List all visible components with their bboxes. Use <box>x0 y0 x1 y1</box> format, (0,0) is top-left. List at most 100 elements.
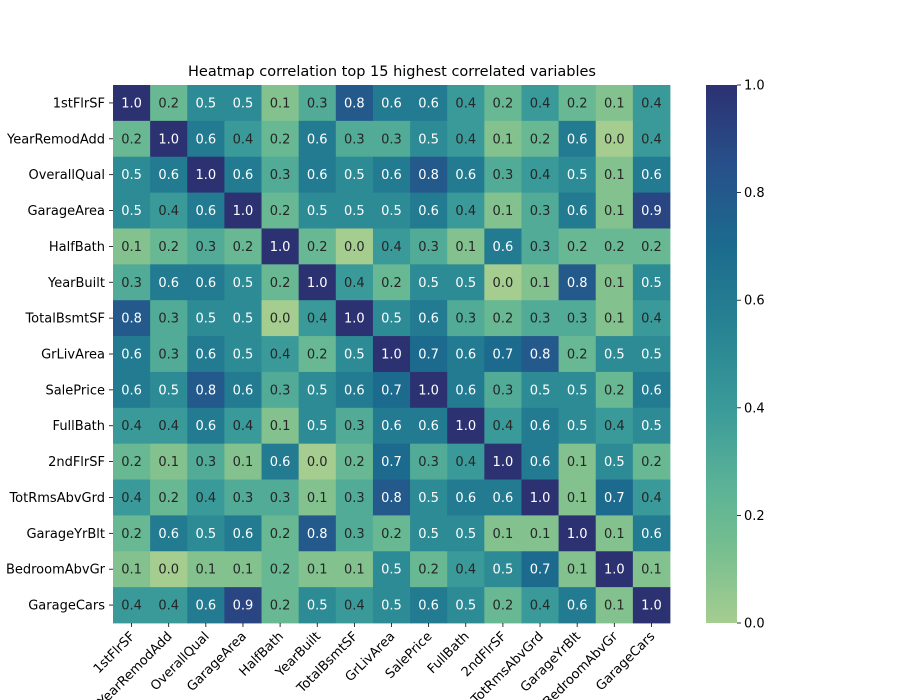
heatmap-cell <box>447 120 485 158</box>
heatmap-cell <box>484 336 522 373</box>
cell-annotation: 0.1 <box>455 240 476 255</box>
cell-annotation: 0.2 <box>121 132 142 147</box>
cell-annotation: 0.1 <box>493 204 514 219</box>
cell-annotation: 0.5 <box>307 419 328 434</box>
cell-annotation: 0.2 <box>641 455 662 470</box>
heatmap-cell <box>150 407 188 445</box>
cell-annotation: 0.6 <box>195 419 216 434</box>
cell-annotation: 0.1 <box>195 563 216 578</box>
heatmap-cell <box>521 85 559 122</box>
cell-annotation: 0.4 <box>455 204 476 219</box>
heatmap-cell <box>484 264 522 301</box>
heatmap-cell <box>187 228 225 265</box>
cell-annotation: 0.2 <box>307 348 328 363</box>
cell-annotation: 0.6 <box>121 348 142 363</box>
heatmap-cell <box>372 551 411 588</box>
heatmap-cell <box>187 264 225 301</box>
cell-annotation: 0.2 <box>270 527 291 542</box>
y-tick-label: GrLivArea <box>41 348 105 363</box>
heatmap-cell <box>298 156 337 193</box>
heatmap-cell <box>224 120 262 158</box>
heatmap-cell <box>261 156 300 193</box>
cell-annotation: 0.6 <box>195 599 216 614</box>
heatmap-cell <box>113 156 151 193</box>
heatmap-cell <box>632 407 671 445</box>
cell-annotation: 0.2 <box>418 563 439 578</box>
heatmap-cell <box>224 228 262 265</box>
heatmap-cell <box>224 479 262 516</box>
heatmap-cell <box>558 407 597 445</box>
cell-annotation: 0.8 <box>381 491 402 506</box>
cell-annotation: 0.5 <box>418 276 439 291</box>
cell-annotation: 0.6 <box>567 132 588 147</box>
y-tick-label: SalePrice <box>45 383 105 398</box>
heatmap-cell <box>372 156 411 193</box>
heatmap-cell <box>298 479 337 516</box>
cell-annotation: 0.7 <box>604 491 625 506</box>
heatmap-cell <box>224 156 262 193</box>
heatmap-cell <box>595 407 634 445</box>
heatmap-cell <box>521 515 559 552</box>
cell-annotation: 0.2 <box>344 455 365 470</box>
cell-annotation: 0.8 <box>344 96 365 111</box>
heatmap-cell <box>447 443 485 480</box>
heatmap-cell <box>224 85 262 122</box>
y-tick-label: GarageCars <box>28 599 105 614</box>
cell-annotation: 0.9 <box>641 204 662 219</box>
cell-annotation: 0.6 <box>455 491 476 506</box>
cell-annotation: 0.3 <box>530 240 551 255</box>
cell-annotation: 0.3 <box>344 419 365 434</box>
cell-annotation: 0.8 <box>530 348 551 363</box>
cell-annotation: 0.4 <box>455 563 476 578</box>
heatmap-cell <box>558 85 597 122</box>
heatmap-cell <box>372 515 411 552</box>
cell-annotation: 0.4 <box>641 132 662 147</box>
cell-annotation: 0.2 <box>158 96 179 111</box>
heatmap-cell <box>113 371 151 409</box>
cell-annotation: 0.3 <box>344 527 365 542</box>
cell-annotations: 1.0 0.2 0.5 0.5 0.1 0.3 0.8 0.6 0.6 0.4 0.2 0.4 0.2 0… <box>121 96 662 613</box>
cell-annotation: 0.1 <box>604 96 625 111</box>
cell-annotation: 0.1 <box>121 563 142 578</box>
cell-annotation: 0.3 <box>158 348 179 363</box>
cell-annotation: 0.8 <box>567 276 588 291</box>
cell-annotation: 0.6 <box>418 312 439 327</box>
cell-annotation: 0.5 <box>641 276 662 291</box>
cell-annotation: 0.1 <box>270 96 291 111</box>
cell-annotation: 1.0 <box>121 96 142 111</box>
cell-annotation: 0.3 <box>530 312 551 327</box>
cell-annotation: 0.5 <box>195 312 216 327</box>
cell-annotation: 0.4 <box>641 491 662 506</box>
heatmap-cell <box>410 371 448 409</box>
cell-annotation: 0.3 <box>195 455 216 470</box>
heatmap-cell <box>298 551 337 588</box>
heatmap-cell <box>447 192 485 229</box>
heatmap-cell <box>187 551 225 588</box>
heatmap-cell <box>372 85 411 122</box>
cell-annotation: 0.4 <box>195 491 216 506</box>
cell-annotation: 0.5 <box>530 383 551 398</box>
heatmap-cell <box>410 264 448 301</box>
cell-annotation: 0.2 <box>270 204 291 219</box>
heatmap-cell <box>410 228 448 265</box>
y-tick-label: GarageYrBlt <box>26 527 105 542</box>
heatmap-cell <box>558 264 597 301</box>
cell-annotation: 0.3 <box>567 312 588 327</box>
heatmap-cell <box>632 156 671 193</box>
cell-annotation: 0.6 <box>455 348 476 363</box>
heatmap-cell <box>447 336 485 373</box>
heatmap-cell <box>261 371 300 409</box>
cell-annotation: 0.1 <box>493 527 514 542</box>
cell-annotation: 0.2 <box>233 240 254 255</box>
y-tick-label: FullBath <box>53 419 105 434</box>
cell-annotation: 0.5 <box>344 168 365 183</box>
cell-annotation: 0.4 <box>233 132 254 147</box>
y-tick-label: YearRemodAdd <box>6 132 105 147</box>
y-tick-label: GarageArea <box>27 204 105 219</box>
heatmap-cell <box>298 407 337 445</box>
cell-annotation: 0.5 <box>233 96 254 111</box>
cell-annotation: 0.2 <box>604 383 625 398</box>
cell-annotation: 0.1 <box>567 455 588 470</box>
cell-annotation: 0.2 <box>493 96 514 111</box>
heatmap-cell <box>224 587 262 624</box>
